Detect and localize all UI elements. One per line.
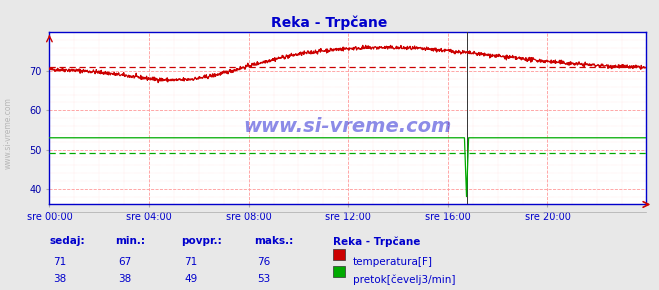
Text: www.si-vreme.com: www.si-vreme.com (3, 97, 13, 169)
Text: 49: 49 (185, 274, 198, 284)
Text: pretok[čevelj3/min]: pretok[čevelj3/min] (353, 274, 455, 284)
Text: maks.:: maks.: (254, 236, 293, 246)
Text: 67: 67 (119, 257, 132, 267)
Text: 71: 71 (185, 257, 198, 267)
Text: Reka - Trpčane: Reka - Trpčane (333, 236, 420, 247)
Text: 71: 71 (53, 257, 66, 267)
Text: 38: 38 (53, 274, 66, 284)
Text: min.:: min.: (115, 236, 146, 246)
Text: sedaj:: sedaj: (49, 236, 85, 246)
Text: Reka - Trpčane: Reka - Trpčane (272, 16, 387, 30)
Text: www.si-vreme.com: www.si-vreme.com (243, 117, 452, 136)
Text: 76: 76 (257, 257, 270, 267)
Text: temperatura[F]: temperatura[F] (353, 257, 432, 267)
Text: 53: 53 (257, 274, 270, 284)
Text: 38: 38 (119, 274, 132, 284)
Text: povpr.:: povpr.: (181, 236, 222, 246)
